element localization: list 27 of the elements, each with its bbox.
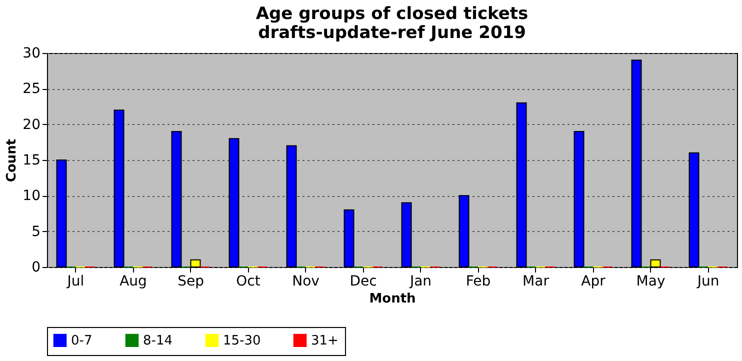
y-tick-label: 5 xyxy=(32,224,40,240)
legend-label: 31+ xyxy=(311,333,338,348)
x-tick-label: Jul xyxy=(66,274,84,290)
x-tick-label: Feb xyxy=(466,274,491,290)
x-tick-label: Jan xyxy=(408,274,432,290)
chart-title: Age groups of closed tickets xyxy=(256,4,528,24)
chart-subtitle: drafts-update-ref June 2019 xyxy=(258,23,526,43)
y-axis-title: Count xyxy=(4,138,20,182)
x-tick-label: Mar xyxy=(522,274,550,290)
y-tick-label: 25 xyxy=(22,81,40,98)
x-tick-label: Jun xyxy=(696,274,720,290)
y-tick-label: 20 xyxy=(22,116,40,133)
x-tick-label: Nov xyxy=(292,274,320,290)
x-tick-label: Apr xyxy=(581,274,606,290)
x-tick-label: Sep xyxy=(178,274,204,290)
x-tick-label: Aug xyxy=(120,274,147,290)
legend-label: 0-7 xyxy=(71,333,92,348)
x-tick-label: May xyxy=(636,274,666,290)
y-tick-label: 10 xyxy=(22,188,40,204)
y-tick-label: 30 xyxy=(22,46,40,62)
y-tick-label: 15 xyxy=(22,152,40,168)
legend-label: 15-30 xyxy=(223,333,261,348)
y-tick-label: 0 xyxy=(32,260,40,276)
x-tick-label: Dec xyxy=(350,274,377,290)
x-axis-title: Month xyxy=(369,292,416,306)
x-tick-label: Oct xyxy=(236,274,261,290)
legend-label: 8-14 xyxy=(143,333,173,348)
